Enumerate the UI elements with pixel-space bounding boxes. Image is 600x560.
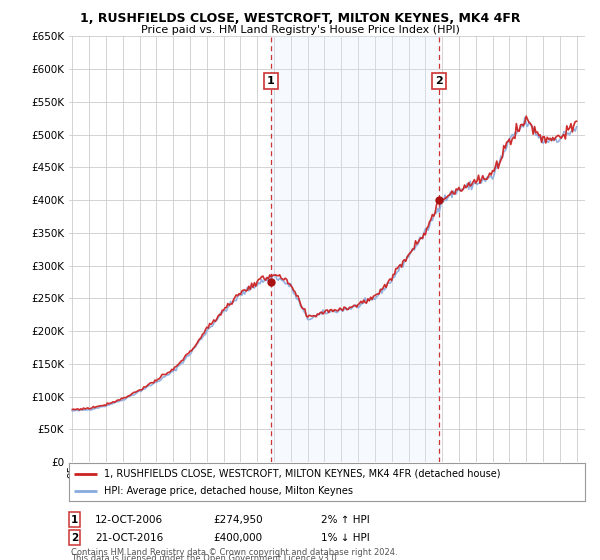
- Text: 2: 2: [71, 533, 78, 543]
- Text: 21-OCT-2016: 21-OCT-2016: [95, 533, 163, 543]
- Text: 1% ↓ HPI: 1% ↓ HPI: [321, 533, 370, 543]
- Text: 2: 2: [435, 76, 443, 86]
- Text: 1: 1: [266, 76, 274, 86]
- Text: Contains HM Land Registry data © Crown copyright and database right 2024.: Contains HM Land Registry data © Crown c…: [71, 548, 397, 557]
- Bar: [271, 36, 439, 462]
- Text: £274,950: £274,950: [213, 515, 263, 525]
- Text: This data is licensed under the Open Government Licence v3.0.: This data is licensed under the Open Gov…: [71, 554, 339, 560]
- Text: £400,000: £400,000: [213, 533, 262, 543]
- Text: Price paid vs. HM Land Registry's House Price Index (HPI): Price paid vs. HM Land Registry's House …: [140, 25, 460, 35]
- Text: 1, RUSHFIELDS CLOSE, WESTCROFT, MILTON KEYNES, MK4 4FR (detached house): 1, RUSHFIELDS CLOSE, WESTCROFT, MILTON K…: [104, 469, 500, 479]
- Text: 12-OCT-2006: 12-OCT-2006: [95, 515, 163, 525]
- Text: 1: 1: [71, 515, 78, 525]
- Text: 2% ↑ HPI: 2% ↑ HPI: [321, 515, 370, 525]
- Text: 1, RUSHFIELDS CLOSE, WESTCROFT, MILTON KEYNES, MK4 4FR: 1, RUSHFIELDS CLOSE, WESTCROFT, MILTON K…: [80, 12, 520, 25]
- Text: HPI: Average price, detached house, Milton Keynes: HPI: Average price, detached house, Milt…: [104, 486, 353, 496]
